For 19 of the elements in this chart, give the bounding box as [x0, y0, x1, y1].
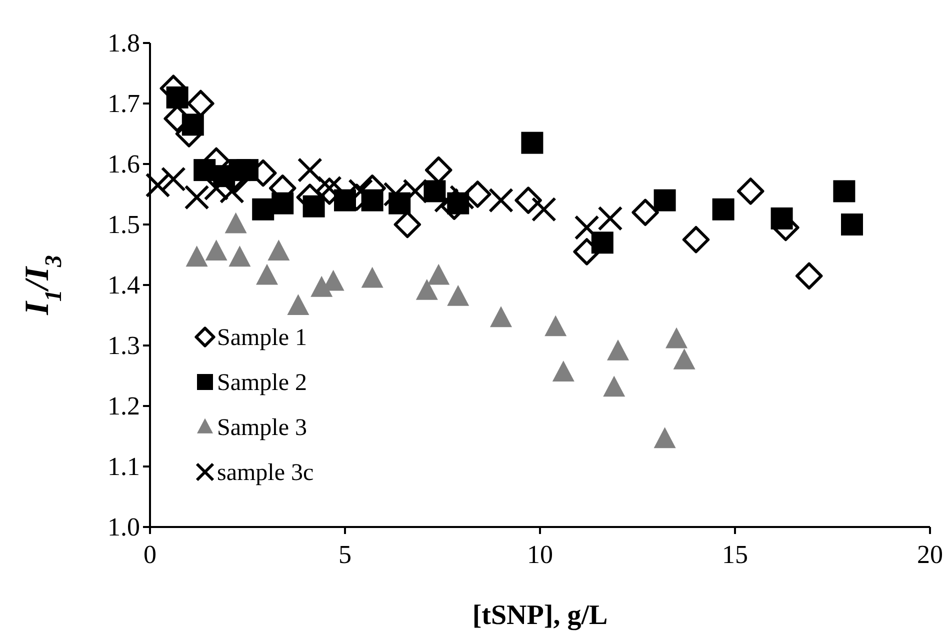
x-tick-label: 5	[338, 540, 352, 569]
legend-label: Sample 2	[217, 370, 307, 396]
y-tick-label: 1.3	[108, 330, 140, 360]
y-tick-label: 1.1	[108, 452, 140, 481]
y-tick-label: 1.8	[108, 28, 140, 58]
y-tick-label: 1.4	[108, 270, 140, 300]
x-tick-label: 15	[722, 540, 748, 569]
y-tick-label: 1.0	[108, 512, 140, 542]
legend-label: Sample 1	[217, 325, 307, 351]
y-tick-label: 1.6	[108, 149, 140, 178]
x-tick-label: 0	[144, 540, 156, 569]
y-tick-label: 1.2	[108, 391, 140, 420]
x-axis-title: [tSNP], g/L	[472, 600, 608, 631]
y-tick-label: 1.7	[108, 88, 140, 118]
x-tick-label: 10	[527, 540, 553, 569]
legend-label: sample 3c	[217, 460, 314, 486]
x-tick-label: 20	[917, 540, 943, 569]
y-tick-label: 1.5	[108, 210, 140, 239]
legend-label: Sample 3	[217, 415, 307, 441]
